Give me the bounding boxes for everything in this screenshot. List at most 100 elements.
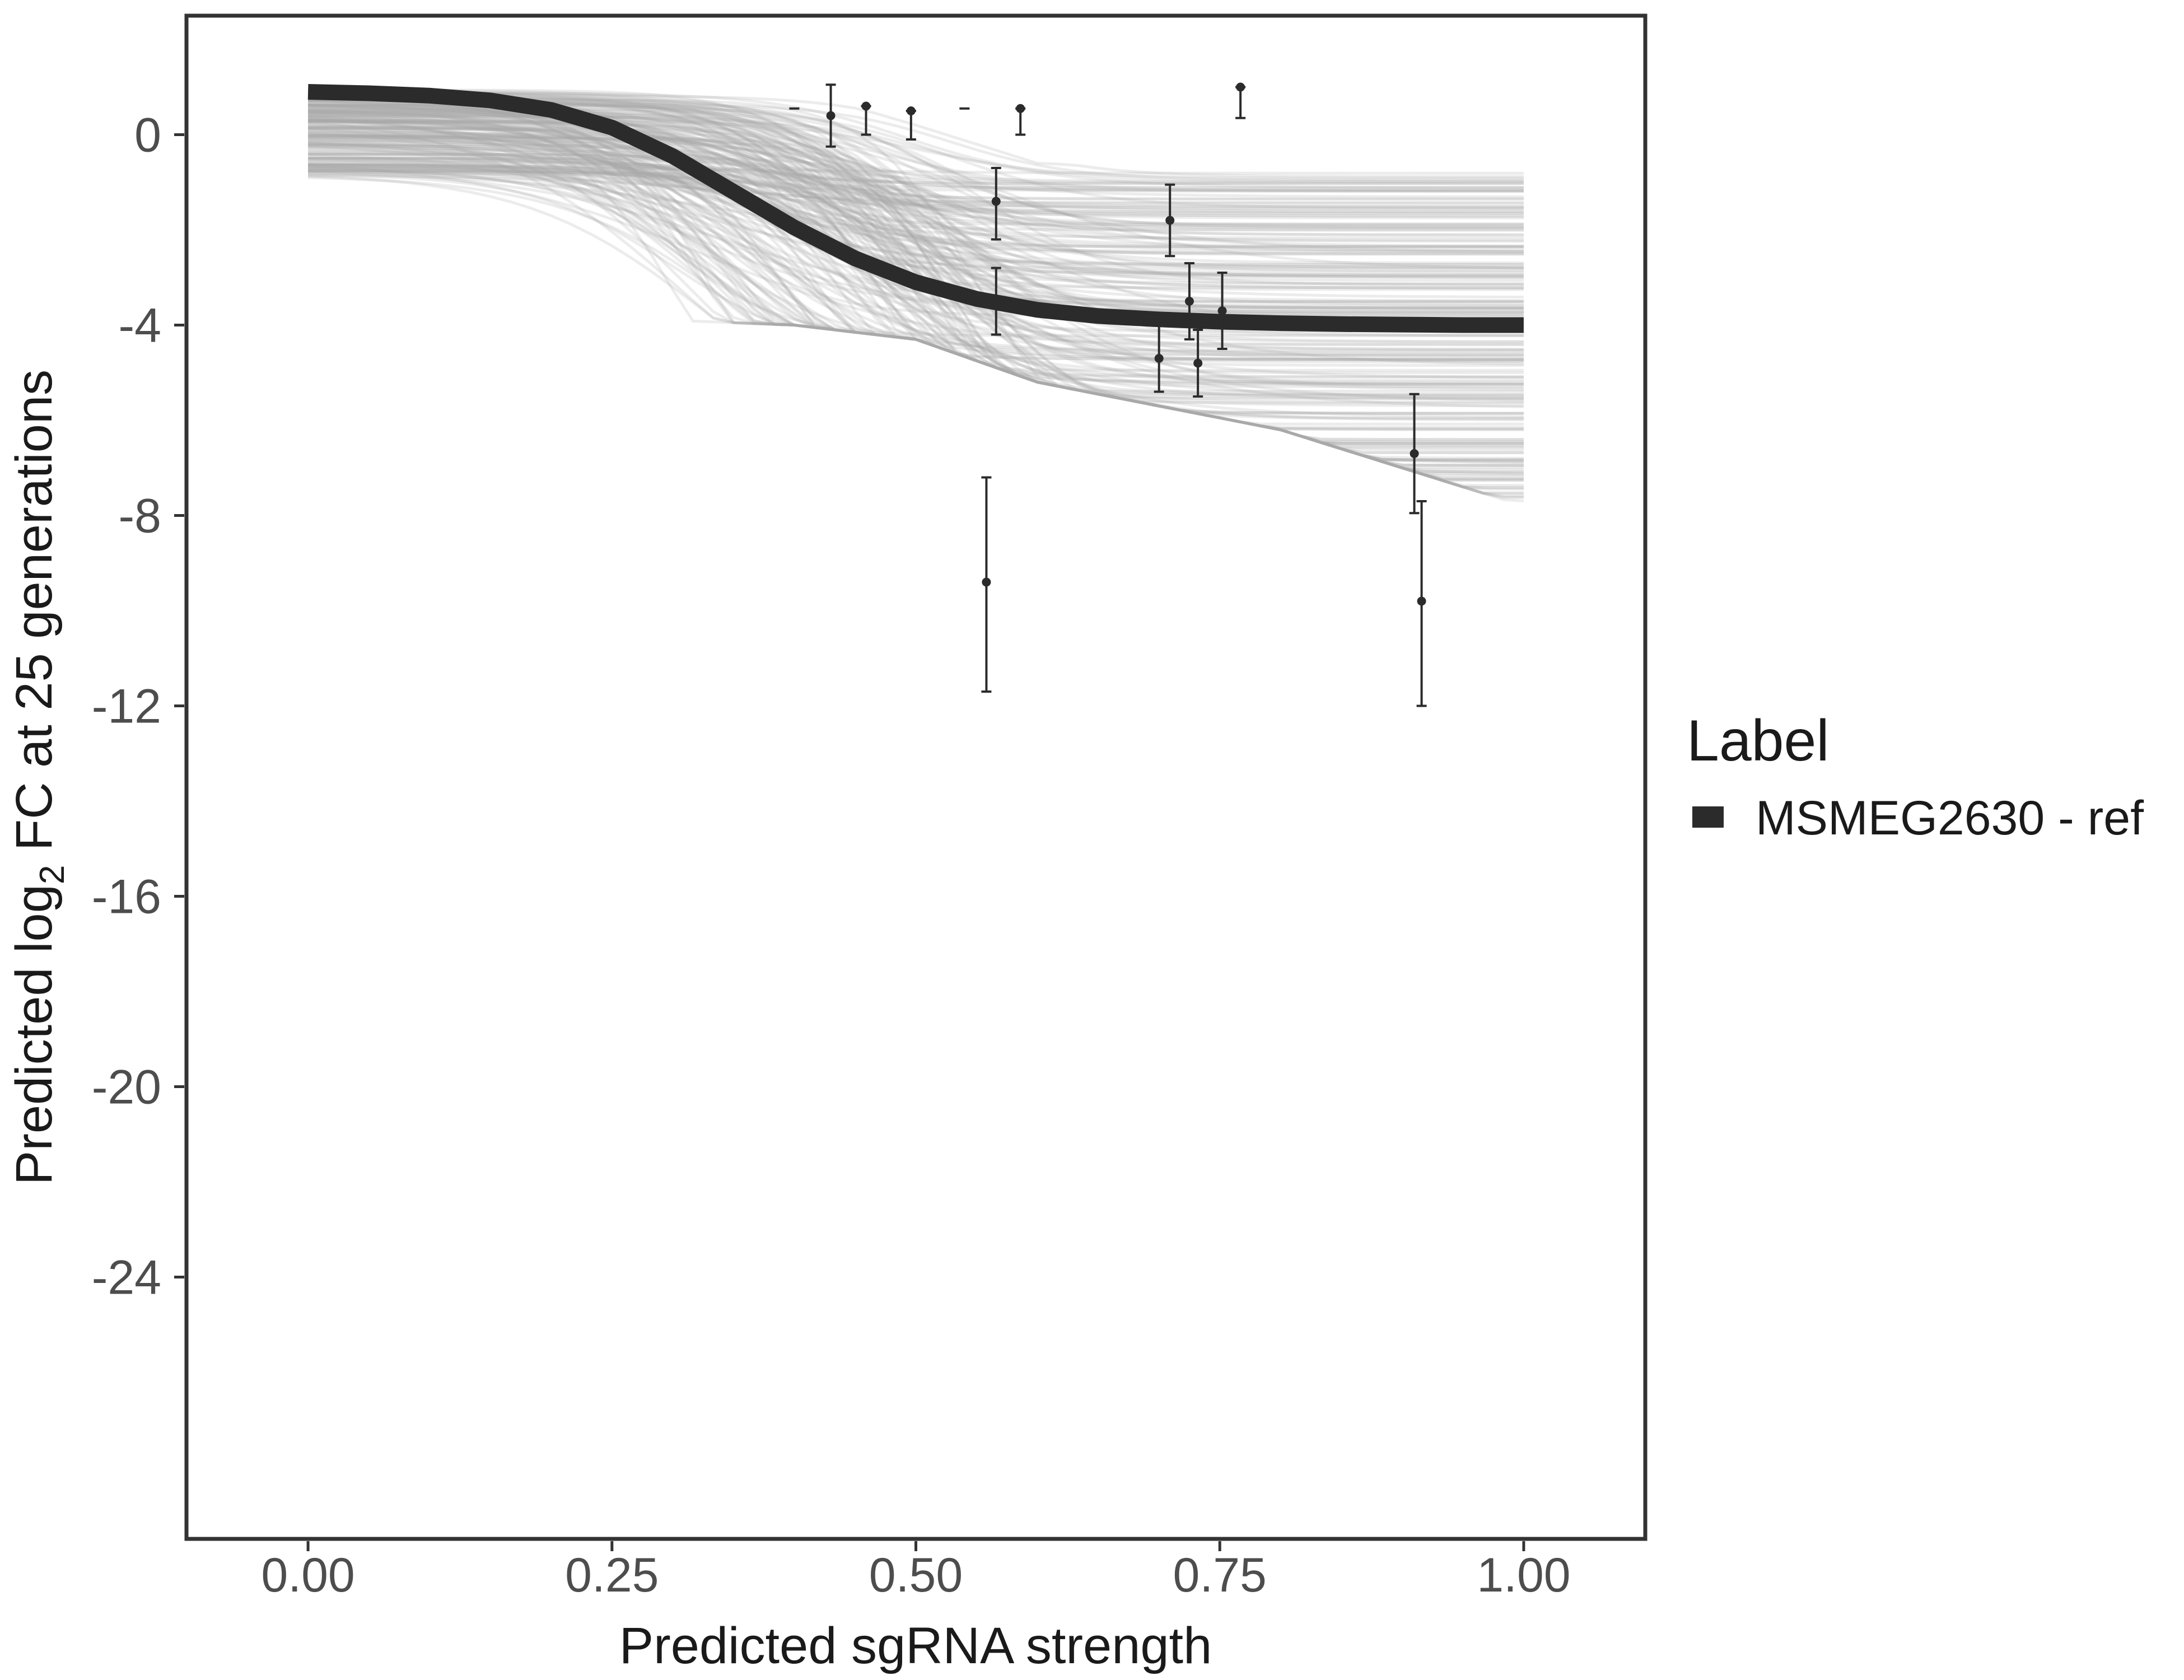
posterior-draw-line (308, 88, 1524, 315)
posterior-draw-line (308, 165, 1524, 277)
posterior-draw-line (308, 160, 1524, 192)
posterior-draw-line (308, 115, 1524, 431)
posterior-draw-line (308, 114, 1524, 310)
data-point (1165, 183, 1175, 258)
posterior-draw-line (308, 162, 1524, 282)
posterior-draw-line (308, 164, 1524, 248)
posterior-draw-line (308, 134, 1524, 274)
posterior-draw-line (308, 127, 1524, 344)
posterior-draw-line (308, 137, 1524, 386)
x-tick-label: 0.00 (261, 1548, 354, 1602)
data-point (1409, 393, 1420, 515)
posterior-draw-line (308, 137, 1524, 273)
posterior-draw-line (308, 136, 1524, 230)
data-points-layer (789, 82, 1427, 707)
posterior-draw-line (308, 171, 1524, 232)
posterior-draw-line (308, 99, 1524, 361)
posterior-draw-line (308, 119, 1524, 227)
point-marker (1165, 216, 1175, 225)
data-point (991, 167, 1001, 241)
posterior-draw-line (308, 91, 1524, 270)
posterior-draw-line (308, 140, 1524, 237)
data-point (1015, 104, 1026, 136)
y-tick-label: -16 (92, 870, 161, 924)
point-marker (1016, 104, 1025, 113)
posterior-draw-line (308, 162, 1524, 213)
posterior-draw-line (308, 88, 1524, 243)
data-point (861, 101, 871, 136)
point-marker (826, 111, 836, 120)
posterior-draw-line (308, 170, 1524, 363)
legend-entry-label: MSMEG2630 - ref (1756, 791, 2144, 845)
posterior-draw-line (308, 152, 1524, 460)
posterior-draw-line (308, 134, 1524, 502)
data-point (1154, 319, 1164, 393)
point-marker (1154, 354, 1164, 363)
posterior-draw-line (308, 104, 1524, 408)
posterior-draw-line (308, 144, 1524, 279)
point-marker (1193, 358, 1203, 368)
posterior-draw-line (308, 113, 1524, 421)
posterior-draw-line (308, 139, 1524, 431)
y-tick-label: -12 (92, 680, 161, 734)
y-tick-label: -20 (92, 1061, 161, 1114)
posterior-draw-line (307, 164, 1524, 351)
posterior-draw-line (308, 91, 1524, 441)
posterior-draw-line (308, 116, 1524, 422)
posterior-draw-line (308, 156, 1524, 184)
posterior-draw-line (308, 112, 1524, 357)
posterior-draw-line (308, 147, 1524, 375)
posterior-draw-line (308, 169, 1524, 189)
posterior-draw-line (308, 157, 1524, 399)
y-tick-label: -24 (92, 1251, 161, 1305)
posterior-draw-line (308, 152, 1524, 256)
posterior-draw-line (308, 114, 1524, 269)
y-tick-label: 0 (134, 109, 161, 162)
posterior-draw-line (308, 142, 1524, 240)
posterior-draw-line (308, 158, 1524, 415)
posterior-draw-line (308, 110, 1524, 487)
posterior-draw-line (308, 130, 1524, 215)
legend: Label MSMEG2630 - ref (1687, 708, 2144, 845)
x-axis-title: Predicted sgRNA strength (619, 1617, 1212, 1674)
posterior-draw-line (308, 120, 1524, 464)
posterior-draw-line (308, 109, 1524, 361)
posterior-draw-line (308, 136, 1524, 266)
posterior-draw-line (308, 134, 1524, 303)
posterior-draw-line (308, 160, 1524, 289)
data-point (1184, 262, 1194, 340)
posterior-draw-line (308, 163, 1524, 192)
posterior-draw-line (308, 105, 1524, 231)
posterior-draw-line (308, 159, 1524, 200)
data-point (1193, 329, 1203, 398)
posterior-draw-line (308, 137, 1524, 382)
posterior-draw-line (308, 125, 1524, 390)
posterior-draw-line (308, 149, 1524, 310)
posterior-draw-line (308, 109, 1524, 217)
data-point (1217, 272, 1228, 350)
posterior-draw-line (308, 108, 1524, 314)
x-tick-label: 0.50 (869, 1548, 963, 1602)
posterior-draw-line (308, 104, 1524, 353)
x-axis: 0.00 0.25 0.50 0.75 1.00 (261, 1541, 1571, 1602)
posterior-draw-line (308, 156, 1524, 254)
posterior-draw-line (307, 144, 1524, 279)
posterior-draw-line (308, 164, 1524, 402)
posterior-draw-line (308, 166, 1524, 454)
posterior-draw-line (308, 124, 1524, 445)
posterior-draw-line (308, 124, 1524, 291)
posterior-draw-line (308, 110, 1524, 337)
posterior-draw-line (308, 111, 1524, 352)
posterior-draw-line (308, 117, 1524, 318)
posterior-draw-line (308, 120, 1524, 393)
y-axis-title-subscript: 2 (33, 865, 72, 884)
posterior-draw-line (308, 96, 1524, 444)
posterior-draw-line (308, 145, 1524, 386)
data-point (1235, 82, 1246, 119)
posterior-draw-line (308, 114, 1524, 304)
posterior-draw-line (308, 111, 1524, 266)
posterior-draw-line (308, 142, 1524, 384)
posterior-draw-line (308, 156, 1524, 185)
posterior-draw-line (308, 167, 1524, 208)
posterior-draw-line (307, 118, 1524, 378)
